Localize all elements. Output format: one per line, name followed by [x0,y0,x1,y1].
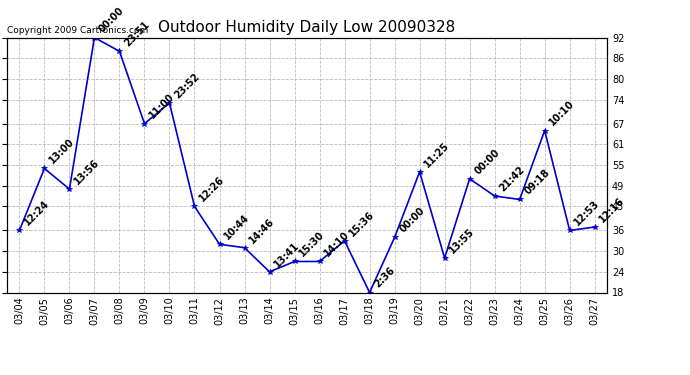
Text: 2:36: 2:36 [373,266,397,290]
Text: 00:00: 00:00 [397,206,426,235]
Text: 14:46: 14:46 [247,216,276,245]
Text: 23:52: 23:52 [172,71,201,100]
Text: 15:30: 15:30 [297,230,326,259]
Text: 09:18: 09:18 [522,168,551,196]
Text: 14:10: 14:10 [322,230,351,259]
Title: Outdoor Humidity Daily Low 20090328: Outdoor Humidity Daily Low 20090328 [159,20,455,35]
Text: Copyright 2009 Cartronics.com: Copyright 2009 Cartronics.com [7,26,148,35]
Text: 13:00: 13:00 [47,136,76,166]
Text: 12:24: 12:24 [22,199,51,228]
Text: 10:10: 10:10 [547,99,576,128]
Text: 12:53: 12:53 [573,199,602,228]
Text: 11:00: 11:00 [147,92,176,121]
Text: 13:55: 13:55 [447,226,476,255]
Text: 00:00: 00:00 [97,6,126,35]
Text: 12:16: 12:16 [598,195,627,224]
Text: 10:44: 10:44 [222,213,251,242]
Text: 21:42: 21:42 [497,164,526,193]
Text: 11:25: 11:25 [422,140,451,169]
Text: 23:51: 23:51 [122,20,151,48]
Text: 13:56: 13:56 [72,158,101,186]
Text: 13:41: 13:41 [273,240,302,269]
Text: 00:00: 00:00 [473,147,502,176]
Text: 15:36: 15:36 [347,209,376,238]
Text: 12:26: 12:26 [197,175,226,204]
